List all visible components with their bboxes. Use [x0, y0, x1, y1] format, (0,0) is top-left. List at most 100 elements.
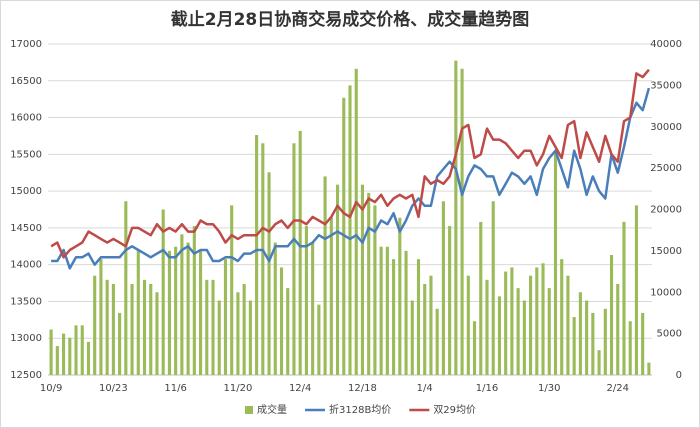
y2-tick-label: 35000 — [650, 80, 682, 91]
y-tick-label: 17000 — [10, 39, 42, 50]
bar — [317, 304, 321, 375]
bar — [329, 217, 333, 375]
bar — [497, 296, 501, 375]
bar — [74, 325, 78, 375]
bar — [609, 255, 614, 375]
bar — [155, 292, 159, 375]
bar — [429, 275, 433, 375]
bar — [68, 337, 72, 375]
bar — [585, 300, 589, 375]
bar — [211, 279, 215, 375]
bar — [161, 209, 165, 375]
x-tick-label: 11/20 — [224, 383, 253, 394]
y-tick-label: 14500 — [10, 223, 42, 234]
bar — [286, 288, 290, 375]
bar — [578, 292, 582, 375]
bar — [174, 246, 178, 375]
y-tick-label: 13000 — [10, 333, 42, 344]
x-tick-label: 12/18 — [348, 383, 377, 394]
bar — [535, 267, 539, 375]
bar — [472, 321, 477, 375]
bar — [248, 300, 252, 375]
bar — [641, 312, 645, 375]
bar — [491, 201, 495, 375]
bar — [572, 317, 576, 375]
bar — [267, 172, 271, 375]
bar — [479, 221, 483, 375]
bar — [55, 346, 59, 375]
bar — [130, 283, 134, 375]
bar — [423, 283, 427, 375]
bar — [124, 201, 128, 375]
bar — [199, 250, 203, 375]
bar — [348, 85, 352, 375]
bar — [454, 60, 458, 376]
bar — [647, 362, 651, 375]
bar — [223, 259, 228, 375]
legend-swatch — [245, 406, 253, 414]
bar — [591, 312, 595, 375]
bar — [323, 176, 327, 375]
y-tick-label: 13500 — [10, 296, 42, 307]
bar — [529, 275, 533, 375]
y2-tick-label: 25000 — [650, 163, 682, 174]
x-tick-label: 2/24 — [607, 383, 629, 394]
y-tick-label: 12500 — [10, 370, 42, 381]
bar — [448, 226, 452, 375]
line — [50, 68, 650, 259]
bar — [236, 292, 240, 375]
bar — [560, 259, 564, 375]
bar — [379, 246, 383, 375]
x-tick-label: 10/9 — [40, 383, 62, 394]
bar — [136, 250, 140, 375]
bar — [217, 300, 221, 375]
y2-tick-label: 5000 — [657, 329, 682, 340]
bar — [49, 329, 53, 375]
bar — [180, 234, 184, 375]
x-tick-label: 1/4 — [417, 383, 433, 394]
bar — [385, 246, 389, 375]
bar — [410, 300, 414, 375]
y2-tick-label: 15000 — [650, 246, 682, 257]
bar — [186, 242, 190, 375]
bar — [335, 184, 340, 375]
bar — [504, 271, 508, 375]
chart-title: 截止2月28日协商交易成交价格、成交量趋势图 — [171, 9, 530, 30]
bar — [516, 288, 520, 375]
legend-label: 折3128B均价 — [329, 403, 391, 416]
bar — [142, 279, 147, 375]
y-tick-label: 15000 — [10, 186, 42, 197]
bar — [616, 283, 620, 375]
bar — [566, 275, 570, 375]
bar — [553, 151, 558, 375]
bar — [292, 143, 296, 375]
bar — [354, 68, 358, 375]
bar — [398, 217, 402, 375]
y2-tick-label: 40000 — [650, 39, 682, 50]
bar — [416, 259, 421, 375]
bar — [373, 205, 377, 375]
bar — [510, 267, 514, 375]
y-tick-label: 16500 — [10, 76, 42, 87]
bar — [485, 279, 489, 375]
bar — [392, 259, 396, 375]
x-tick-label: 11/6 — [164, 383, 186, 394]
y-tick-label: 14000 — [10, 260, 42, 271]
bar — [105, 279, 109, 375]
bar — [111, 283, 115, 375]
bar — [192, 226, 196, 375]
y2-tick-label: 30000 — [650, 122, 682, 133]
bar — [93, 275, 97, 375]
bar — [99, 259, 103, 375]
y-tick-label: 15500 — [10, 149, 42, 160]
bar — [205, 279, 209, 375]
bar — [261, 143, 265, 375]
bar — [118, 312, 122, 375]
bar — [149, 283, 153, 375]
y2-tick-label: 20000 — [650, 205, 682, 216]
y2-tick-label: 0 — [676, 370, 682, 381]
bar — [242, 283, 246, 375]
bar — [460, 68, 464, 375]
bar — [522, 300, 526, 375]
